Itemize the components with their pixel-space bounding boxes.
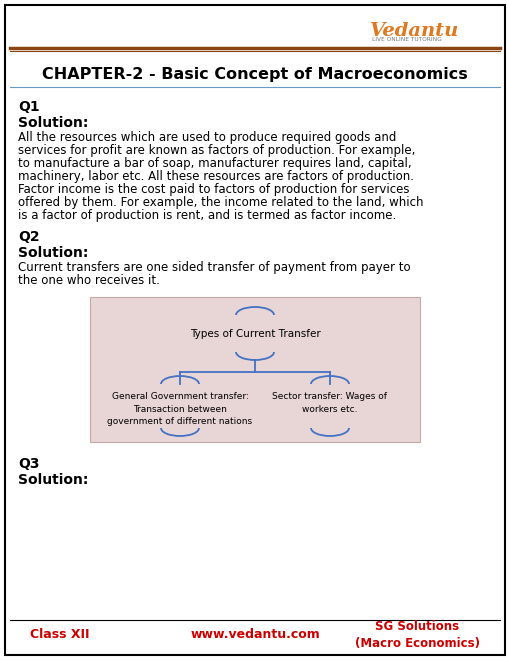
- Text: CHAPTER-2 - Basic Concept of Macroeconomics: CHAPTER-2 - Basic Concept of Macroeconom…: [42, 67, 467, 82]
- Text: the one who receives it.: the one who receives it.: [18, 274, 159, 287]
- Text: Q2: Q2: [18, 230, 40, 244]
- Text: Solution:: Solution:: [18, 473, 88, 487]
- Text: LIVE ONLINE TUTORING: LIVE ONLINE TUTORING: [371, 37, 441, 42]
- Text: General Government transfer:
Transaction between
government of different nations: General Government transfer: Transaction…: [107, 392, 252, 426]
- Text: offered by them. For example, the income related to the land, which: offered by them. For example, the income…: [18, 196, 422, 209]
- Text: to manufacture a bar of soap, manufacturer requires land, capital,: to manufacture a bar of soap, manufactur…: [18, 157, 411, 170]
- Text: Factor income is the cost paid to factors of production for services: Factor income is the cost paid to factor…: [18, 183, 409, 196]
- Text: Q1: Q1: [18, 100, 40, 114]
- Text: Sector transfer: Wages of
workers etc.: Sector transfer: Wages of workers etc.: [272, 392, 387, 414]
- Text: Solution:: Solution:: [18, 246, 88, 260]
- Text: services for profit are known as factors of production. For example,: services for profit are known as factors…: [18, 144, 414, 157]
- FancyBboxPatch shape: [90, 297, 419, 442]
- Text: is a factor of production is rent, and is termed as factor income.: is a factor of production is rent, and i…: [18, 209, 395, 222]
- Text: SG Solutions
(Macro Economics): SG Solutions (Macro Economics): [354, 620, 479, 650]
- Text: All the resources which are used to produce required goods and: All the resources which are used to prod…: [18, 131, 395, 144]
- FancyBboxPatch shape: [5, 5, 504, 655]
- Circle shape: [55, 160, 454, 560]
- Text: Types of Current Transfer: Types of Current Transfer: [189, 329, 320, 339]
- Text: machinery, labor etc. All these resources are factors of production.: machinery, labor etc. All these resource…: [18, 170, 413, 183]
- Text: Vedantu: Vedantu: [369, 22, 458, 40]
- Text: Class XII: Class XII: [30, 628, 89, 642]
- Text: Solution:: Solution:: [18, 116, 88, 130]
- Text: Current transfers are one sided transfer of payment from payer to: Current transfers are one sided transfer…: [18, 261, 410, 274]
- Text: www.vedantu.com: www.vedantu.com: [190, 628, 319, 642]
- Text: Q3: Q3: [18, 457, 39, 471]
